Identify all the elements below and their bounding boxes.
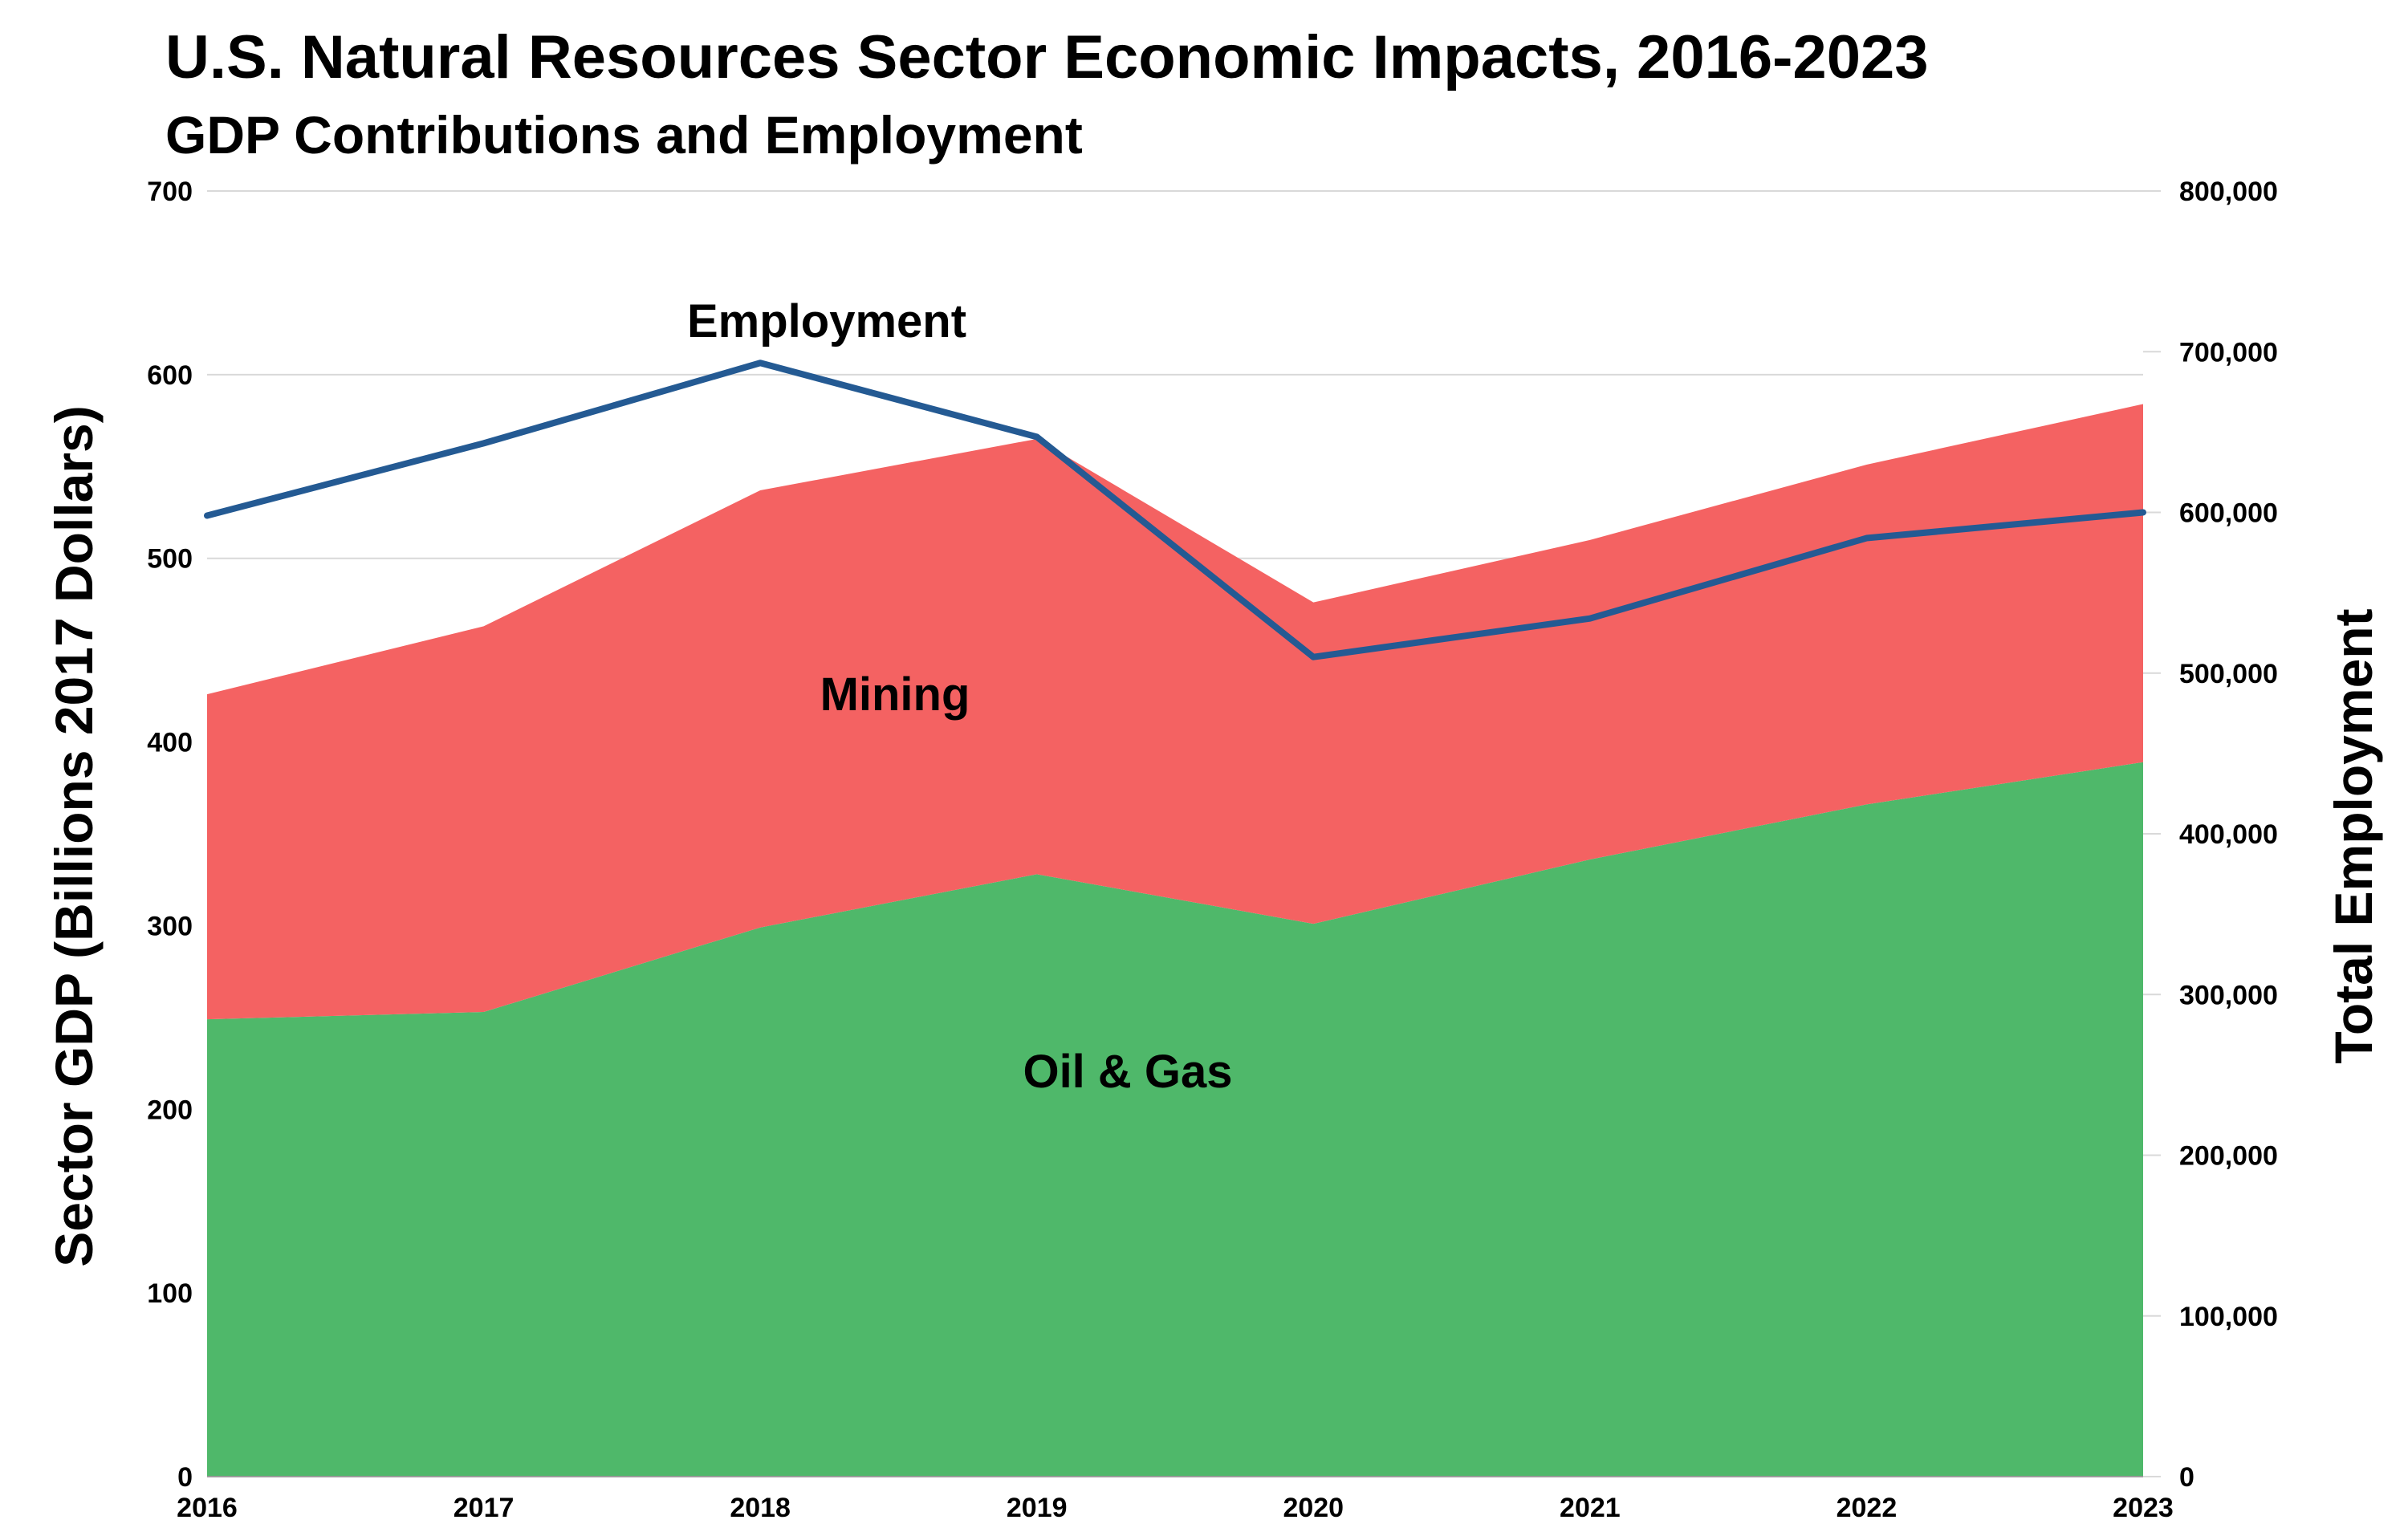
y2-tick-label: 700,000 bbox=[2179, 337, 2278, 368]
x-tick-label: 2022 bbox=[1837, 1493, 1898, 1523]
y-tick-label: 400 bbox=[147, 728, 193, 758]
x-tick-label: 2019 bbox=[1007, 1493, 1068, 1523]
y2-tick-label: 200,000 bbox=[2179, 1141, 2278, 1172]
employment-line bbox=[204, 360, 2146, 660]
y-axis-title: Sector GDP (Billions 2017 Dollars) bbox=[44, 405, 104, 1266]
series-label-mining: Mining bbox=[820, 668, 970, 721]
y2-tick-label: 300,000 bbox=[2179, 980, 2278, 1010]
chart-title: U.S. Natural Resources Sector Economic I… bbox=[165, 23, 1929, 91]
y2-tick-label: 400,000 bbox=[2179, 819, 2278, 850]
y2-axis-title: Total Employment bbox=[2324, 608, 2383, 1063]
y-tick-label: 200 bbox=[147, 1095, 193, 1125]
x-tick-label: 2023 bbox=[2113, 1493, 2174, 1523]
y-tick-label: 0 bbox=[177, 1462, 193, 1493]
x-tick-label: 2017 bbox=[454, 1493, 515, 1523]
series-label-oil-gas: Oil & Gas bbox=[1023, 1046, 1232, 1098]
oil-gas-area bbox=[207, 762, 2143, 1477]
mining-area bbox=[207, 404, 2143, 1020]
y-tick-label: 100 bbox=[147, 1278, 193, 1309]
x-tick-label: 2020 bbox=[1283, 1493, 1344, 1523]
x-tick-label: 2016 bbox=[177, 1493, 238, 1523]
y2-tick-label: 0 bbox=[2179, 1462, 2194, 1493]
y-tick-label: 300 bbox=[147, 911, 193, 941]
x-tick-label: 2021 bbox=[1560, 1493, 1621, 1523]
y2-tick-label: 600,000 bbox=[2179, 498, 2278, 529]
y-tick-label: 500 bbox=[147, 544, 193, 575]
y-tick-label: 700 bbox=[147, 177, 193, 207]
y2-tick-label: 100,000 bbox=[2179, 1302, 2278, 1332]
y-tick-label: 600 bbox=[147, 360, 193, 391]
y2-tick-label: 800,000 bbox=[2179, 177, 2278, 207]
chart-subtitle: GDP Contributions and Employment bbox=[165, 105, 1083, 165]
series-label-employment: Employment bbox=[687, 295, 966, 347]
x-tick-label: 2018 bbox=[730, 1493, 791, 1523]
y2-tick-label: 500,000 bbox=[2179, 659, 2278, 689]
